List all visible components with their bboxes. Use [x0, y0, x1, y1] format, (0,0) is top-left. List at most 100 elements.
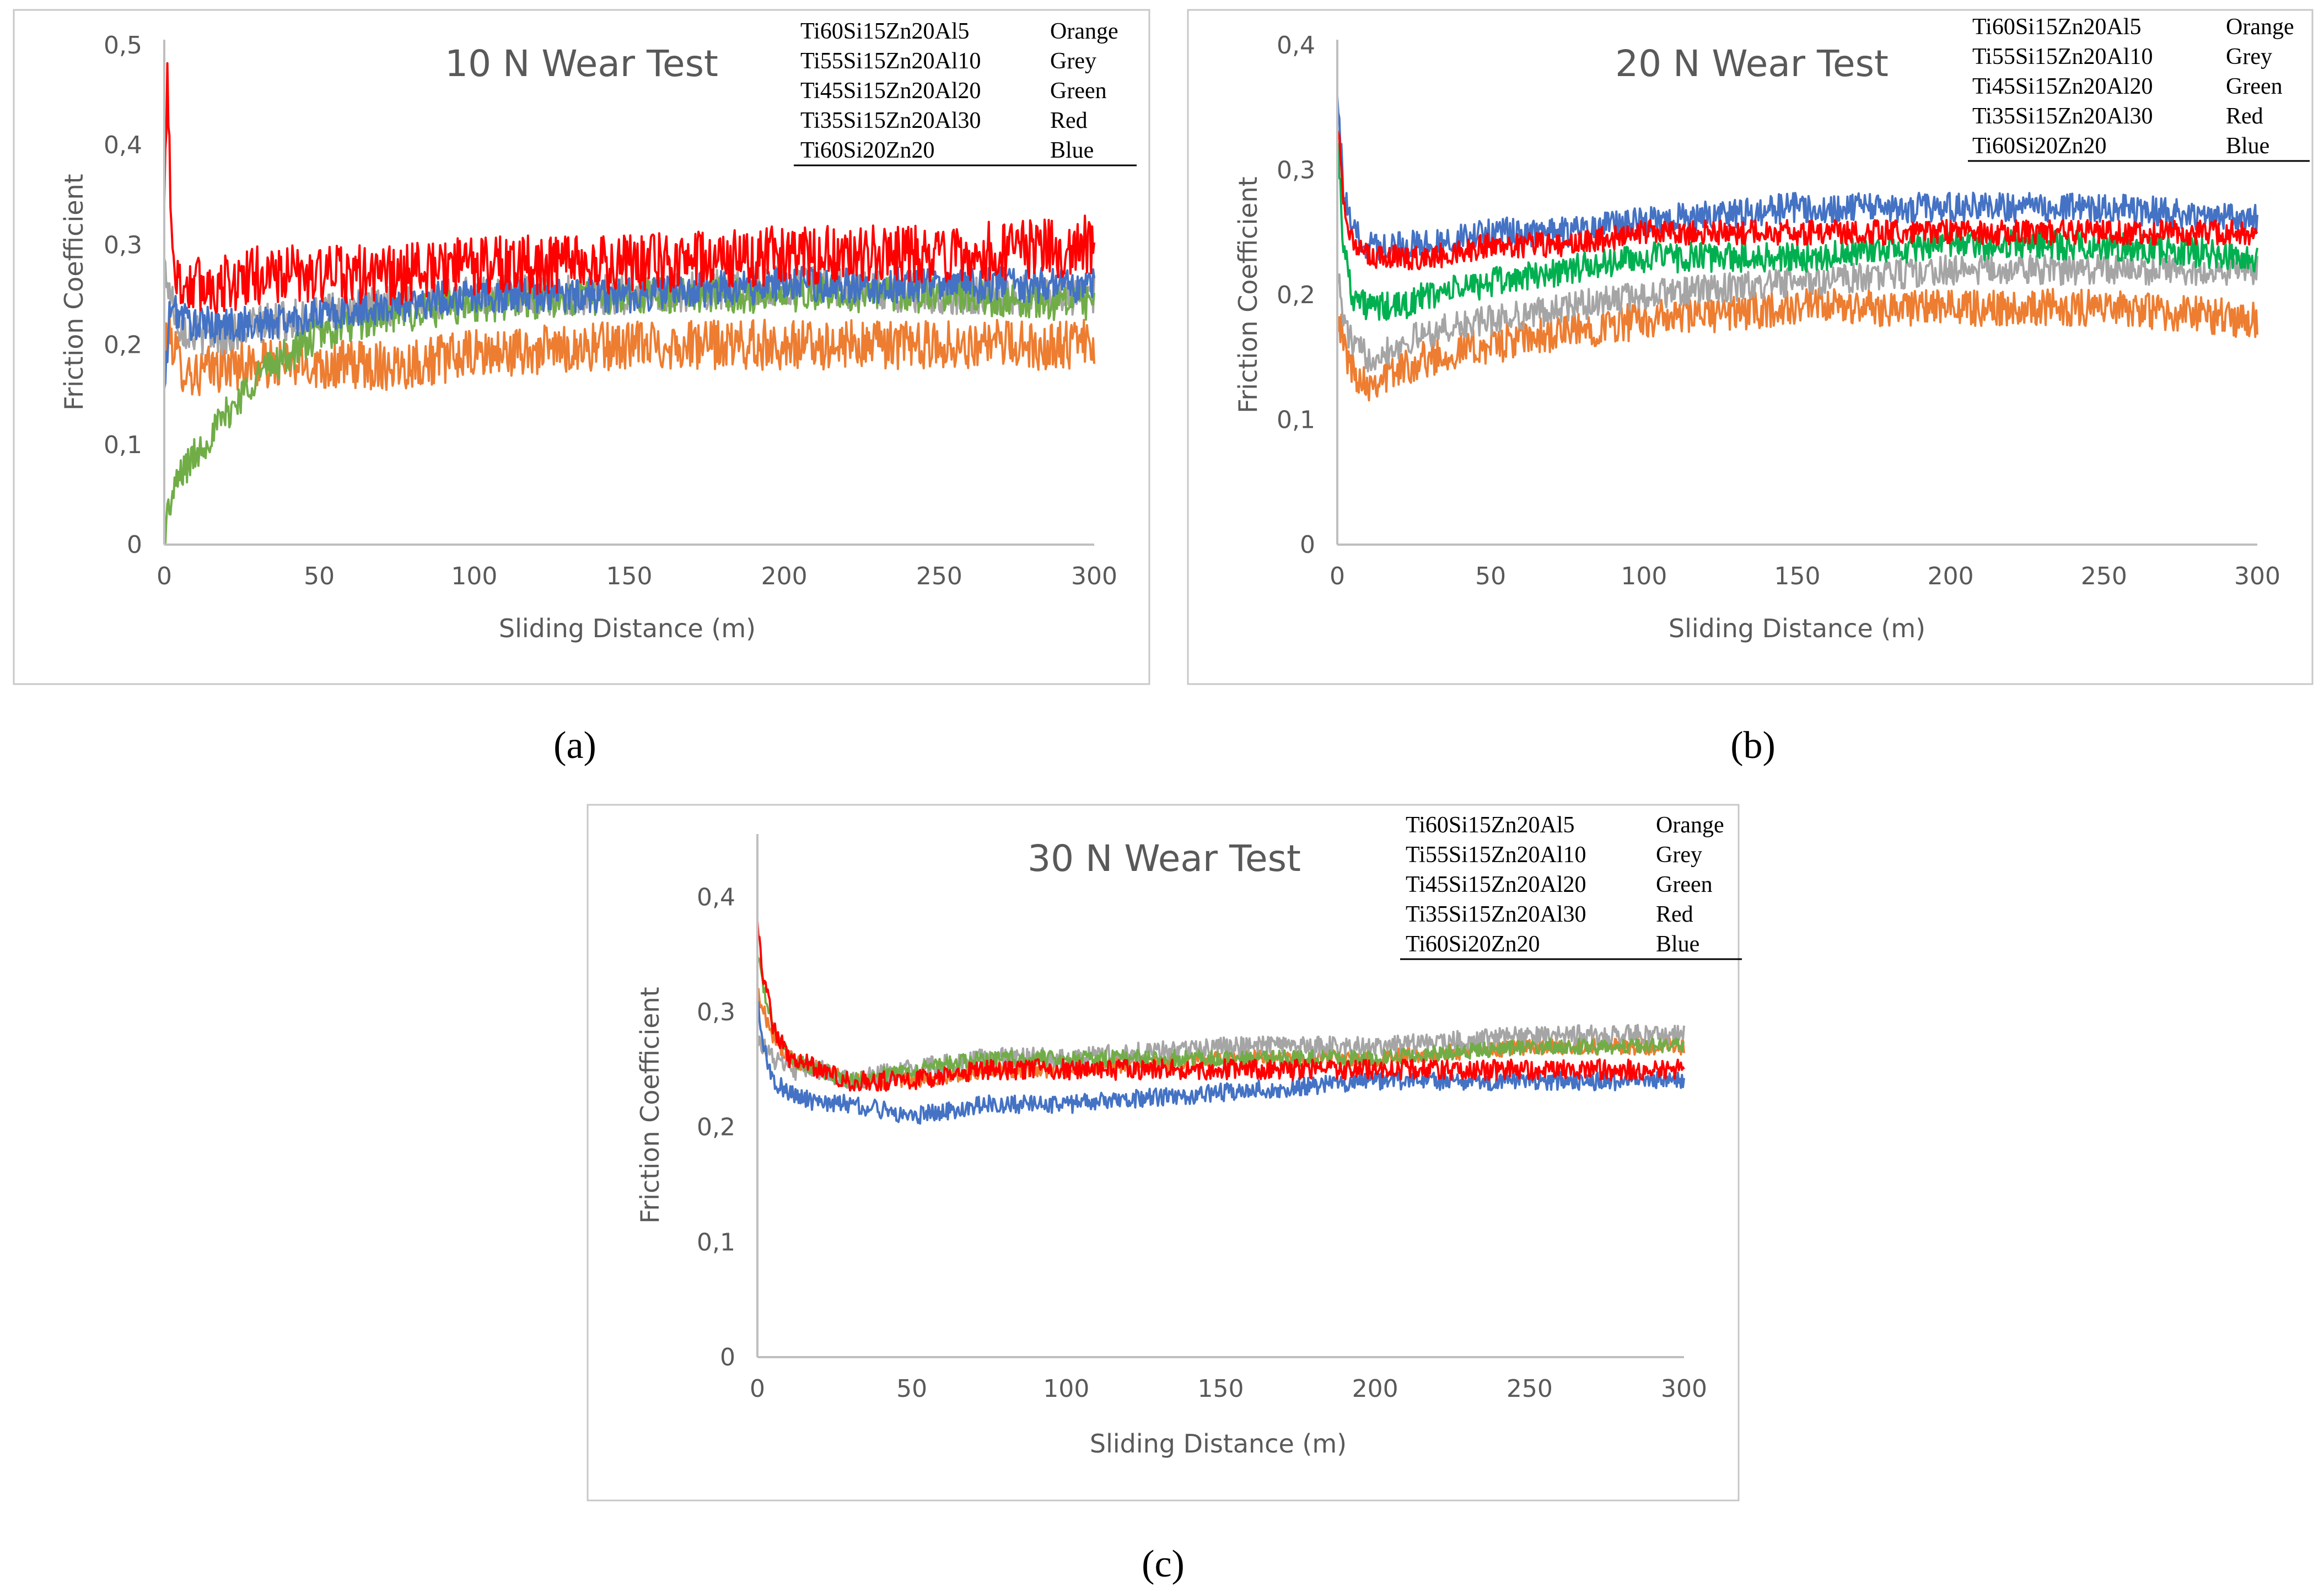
legend-name: Ti60Si20Zn20 [1972, 133, 2107, 159]
legend-name: Ti35Si15Zn20Al30 [1406, 902, 1586, 927]
legend-color: Grey [1050, 49, 1096, 74]
legend-name: Ti55Si15Zn20Al10 [1406, 842, 1586, 868]
x-tick-label: 150 [606, 562, 653, 590]
legend: Ti60Si15Zn20Al5 Orange Ti55Si15Zn20Al10 … [1400, 813, 1742, 960]
series-line [163, 310, 1095, 396]
x-axis-label: Sliding Distance (m) [499, 614, 756, 643]
y-tick-label: 0,4 [1277, 31, 1315, 60]
x-tick-label: 150 [1198, 1375, 1244, 1403]
series-line [163, 266, 1095, 389]
legend-color: Green [1656, 872, 1713, 897]
y-tick-label: 0 [720, 1343, 735, 1371]
series-line [756, 955, 1685, 1089]
x-tick-label: 50 [304, 562, 335, 590]
legend-name: Ti55Si15Zn20Al10 [800, 49, 981, 74]
legend-color: Grey [1656, 842, 1702, 868]
series-line [756, 921, 1685, 1092]
x-tick-label: 200 [1352, 1375, 1398, 1403]
x-tick-label: 250 [1507, 1375, 1553, 1403]
legend-name: Ti60Si15Zn20Al5 [1972, 14, 2142, 40]
series-line [756, 1024, 1685, 1090]
y-tick-label: 0,3 [697, 998, 735, 1026]
y-tick-label: 0,2 [104, 331, 142, 359]
series-line [1336, 130, 2258, 271]
x-tick-label: 100 [1621, 562, 1667, 590]
panel-caption-c: (c) [1142, 1543, 1185, 1585]
x-tick-label: 50 [1475, 562, 1506, 590]
legend-name: Ti45Si15Zn20Al20 [800, 78, 981, 104]
legend-color: Orange [1656, 813, 1724, 838]
series-line [1336, 288, 2258, 402]
legend-color: Red [1050, 108, 1088, 133]
legend-color: Green [2226, 74, 2283, 99]
x-tick-label: 300 [1661, 1375, 1707, 1403]
y-tick-label: 0,4 [104, 131, 142, 159]
y-tick-label: 0 [1300, 531, 1315, 559]
series-line [1336, 254, 2258, 373]
x-tick-label: 100 [1043, 1375, 1089, 1403]
x-tick-label: 300 [2234, 562, 2280, 590]
plot-area [1336, 95, 2258, 402]
y-tick-label: 0,4 [697, 883, 735, 911]
legend-color: Blue [1050, 138, 1094, 163]
legend-color: Red [2226, 104, 2263, 129]
legend-name: Ti60Si20Zn20 [800, 138, 935, 163]
chart-panel-b: 20 N Wear Test Friction Coefficient Slid… [1187, 9, 2314, 685]
x-tick-label: 100 [451, 562, 497, 590]
chart-panel-a: 10 N Wear Test Friction Coefficient Slid… [13, 9, 1150, 685]
legend-name: Ti60Si15Zn20Al5 [800, 19, 970, 44]
panel-caption-a: (a) [553, 724, 596, 767]
x-tick-label: 250 [916, 562, 962, 590]
legend-name: Ti45Si15Zn20Al20 [1406, 872, 1586, 897]
x-tick-label: 150 [1774, 562, 1821, 590]
y-tick-label: 0,1 [697, 1228, 735, 1256]
legend-color: Grey [2226, 44, 2272, 69]
y-tick-label: 0,1 [1277, 406, 1315, 434]
y-tick-label: 0,2 [1277, 281, 1315, 309]
x-axis-label: Sliding Distance (m) [1669, 614, 1925, 643]
legend-color: Red [1656, 902, 1693, 927]
y-axis-label: Friction Coefficient [635, 987, 665, 1223]
legend-color: Blue [2226, 133, 2269, 159]
panel-frame [1187, 9, 2314, 685]
x-tick-label: 200 [761, 562, 808, 590]
y-tick-label: 0,1 [104, 431, 142, 459]
legend: Ti60Si15Zn20Al5 Orange Ti55Si15Zn20Al10 … [1968, 14, 2310, 162]
y-tick-label: 0,2 [697, 1113, 735, 1142]
y-tick-label: 0,5 [104, 31, 142, 60]
plot-area [163, 62, 1095, 546]
legend-name: Ti60Si20Zn20 [1406, 932, 1540, 957]
x-tick-label: 200 [1928, 562, 1974, 590]
legend-color: Green [1050, 78, 1107, 104]
y-tick-label: 0 [127, 531, 142, 559]
legend-color: Orange [1050, 19, 1118, 44]
y-tick-label: 0,3 [1277, 157, 1315, 185]
x-tick-label: 250 [2081, 562, 2127, 590]
panel-frame [587, 804, 1740, 1502]
legend-name: Ti35Si15Zn20Al30 [1972, 104, 2153, 129]
series-line [163, 62, 1095, 314]
legend-name: Ti60Si15Zn20Al5 [1406, 813, 1575, 838]
chart-title: 30 N Wear Test [1027, 837, 1301, 880]
y-tick-label: 0,3 [104, 231, 142, 259]
legend-name: Ti35Si15Zn20Al30 [800, 108, 981, 133]
legend-name: Ti55Si15Zn20Al10 [1972, 44, 2153, 69]
x-tick-label: 0 [1330, 562, 1345, 590]
x-tick-label: 0 [157, 562, 172, 590]
x-axis-label: Sliding Distance (m) [1090, 1429, 1347, 1459]
chart-title: 10 N Wear Test [445, 42, 718, 85]
panel-caption-b: (b) [1730, 724, 1776, 767]
x-tick-label: 0 [750, 1375, 765, 1403]
y-axis-label: Friction Coefficient [1233, 176, 1263, 413]
x-tick-label: 50 [896, 1375, 927, 1403]
chart-title: 20 N Wear Test [1615, 42, 1889, 85]
legend-color: Orange [2226, 14, 2294, 40]
legend: Ti60Si15Zn20Al5 Orange Ti55Si15Zn20Al10 … [794, 19, 1137, 166]
legend-color: Blue [1656, 932, 1699, 957]
plot-area [756, 921, 1685, 1125]
y-axis-label: Friction Coefficient [59, 174, 89, 410]
x-tick-label: 300 [1071, 562, 1117, 590]
series-line [756, 1000, 1685, 1125]
chart-panel-c: 30 N Wear Test Friction Coefficient Slid… [587, 804, 1742, 1502]
